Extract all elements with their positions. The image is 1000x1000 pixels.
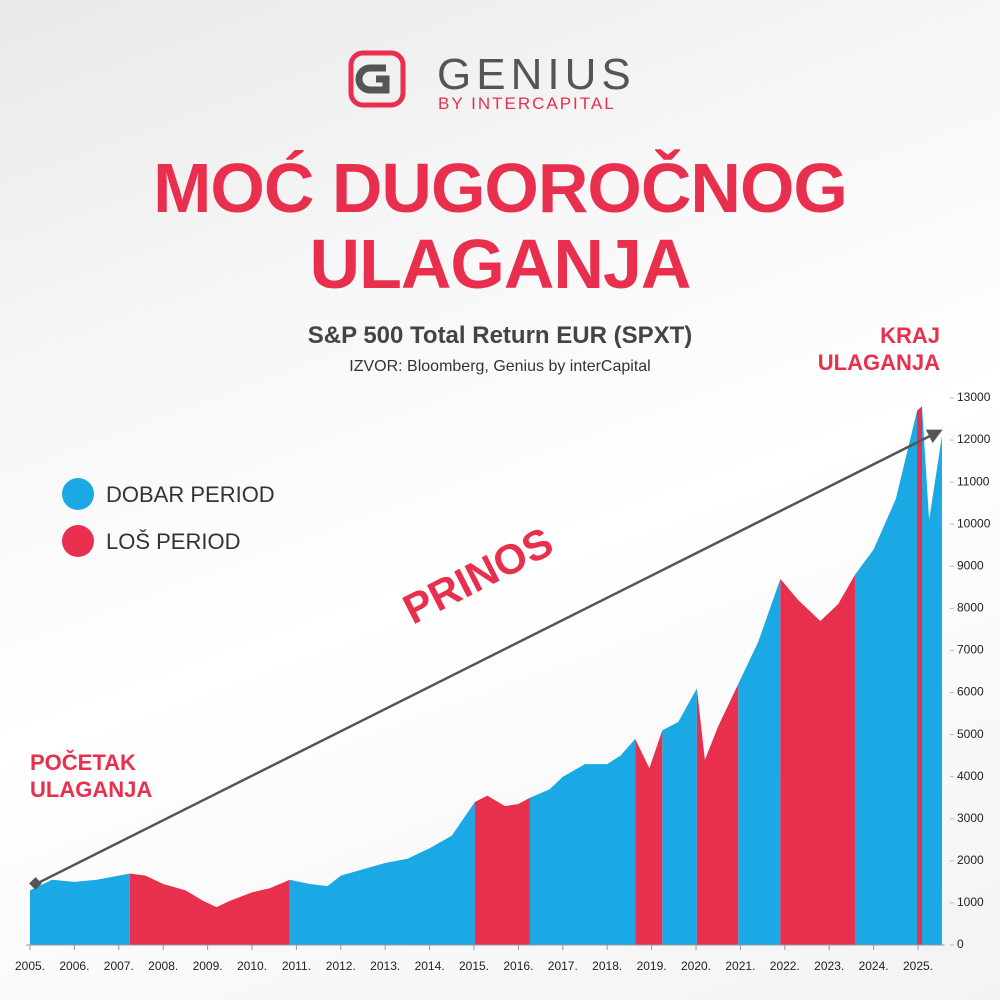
area bbox=[129, 406, 922, 945]
y-tick-label: 1000 bbox=[957, 895, 984, 909]
y-tick-label: 5000 bbox=[957, 727, 984, 741]
x-tick-label: 2010. bbox=[237, 959, 267, 973]
x-tick-label: 2008. bbox=[148, 959, 178, 973]
x-tick-label: 2023. bbox=[814, 959, 844, 973]
x-tick-label: 2007. bbox=[104, 959, 134, 973]
logo-mark bbox=[355, 64, 390, 94]
legend-swatch bbox=[62, 478, 94, 510]
x-tick-label: 2015. bbox=[459, 959, 489, 973]
annotation: KRAJ ULAGANJA bbox=[817, 323, 940, 375]
area bbox=[30, 406, 942, 945]
x-tick-label: 2005. bbox=[15, 959, 45, 973]
x-tick-label: 2019. bbox=[637, 959, 667, 973]
y-tick-label: 10000 bbox=[957, 516, 991, 530]
x-tick-label: 2011. bbox=[282, 959, 311, 973]
tagline: BY INTERCAPITAL bbox=[438, 94, 616, 113]
y-tick-label: 11000 bbox=[957, 474, 990, 488]
y-tick-label: 8000 bbox=[957, 601, 984, 615]
y-tick-label: 12000 bbox=[957, 432, 991, 446]
x-tick-label: 2016. bbox=[503, 959, 533, 973]
x-tick-label: 2025. bbox=[903, 959, 933, 973]
y-tick-label: 3000 bbox=[957, 811, 984, 825]
legend-label: LOŠ PERIOD bbox=[106, 529, 241, 554]
return-arrow bbox=[35, 429, 943, 886]
x-tick-label: 2012. bbox=[326, 959, 356, 973]
y-tick-label: 13000 bbox=[957, 390, 991, 404]
x-tick-label: 2024. bbox=[859, 959, 889, 973]
x-tick-label: 2021. bbox=[725, 959, 755, 973]
x-tick-label: 2022. bbox=[770, 959, 800, 973]
x-tick-label: 2014. bbox=[415, 959, 445, 973]
chart-title: MOĆ DUGOROČNOG ULAGANJA bbox=[153, 149, 848, 303]
x-tick-label: 2006. bbox=[59, 959, 89, 973]
legend-label: DOBAR PERIOD bbox=[106, 482, 275, 507]
x-tick-label: 2020. bbox=[681, 959, 711, 973]
y-tick-label: 9000 bbox=[957, 558, 984, 572]
logo-frame bbox=[348, 50, 406, 108]
x-tick-label: 2017. bbox=[548, 959, 578, 973]
y-tick-label: 2000 bbox=[957, 853, 984, 867]
y-tick-label: 4000 bbox=[957, 769, 984, 783]
y-tick-label: 7000 bbox=[957, 643, 984, 657]
x-tick-label: 2018. bbox=[592, 959, 622, 973]
legend-swatch bbox=[62, 525, 94, 557]
y-tick-label: 6000 bbox=[957, 685, 984, 699]
annotation: POČETAK ULAGANJA bbox=[30, 750, 153, 802]
chart-subtitle: S&P 500 Total Return EUR (SPXT) bbox=[307, 322, 693, 349]
source: IZVOR: Bloomberg, Genius by interCapital bbox=[349, 358, 651, 375]
x-tick-label: 2009. bbox=[193, 959, 223, 973]
y-tick-label: 0 bbox=[957, 937, 964, 951]
brand: GENIUS bbox=[437, 50, 636, 99]
x-tick-label: 2013. bbox=[370, 959, 400, 973]
